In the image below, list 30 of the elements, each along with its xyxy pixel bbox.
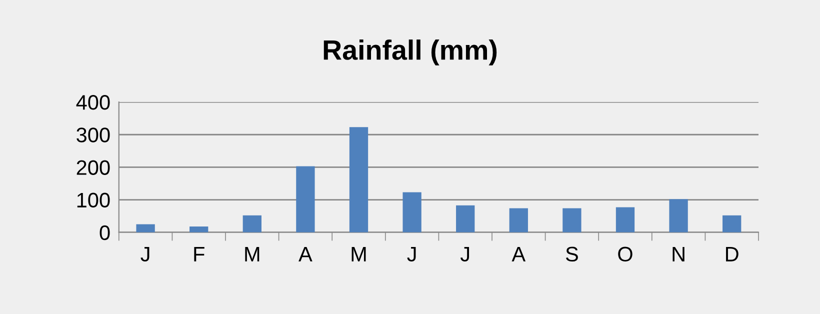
- y-tick-label: 400: [76, 95, 110, 110]
- bar: [242, 215, 262, 232]
- x-tick-label: J: [407, 247, 416, 262]
- y-tick-label: 100: [77, 192, 110, 208]
- x-tick-label: D: [726, 247, 738, 262]
- x-tick-label: A: [298, 247, 312, 262]
- x-tick-label: N: [672, 247, 684, 262]
- x-tick-label: M: [352, 247, 366, 262]
- bar: [190, 226, 208, 232]
- bar: [349, 127, 368, 232]
- x-tick-label: M: [245, 247, 260, 262]
- y-tick-label: 0: [100, 225, 110, 240]
- y-tick-label: 200: [76, 160, 110, 175]
- bar: [509, 208, 528, 232]
- y-tick-label: 300: [76, 128, 110, 142]
- x-tick-label: J: [140, 247, 150, 262]
- x-tick-label: A: [512, 247, 526, 262]
- bar: [136, 224, 155, 232]
- chart-title: Rainfall (mm): [324, 40, 497, 66]
- bar: [456, 205, 475, 232]
- bar: [722, 215, 742, 232]
- bar: [616, 207, 635, 232]
- bar: [562, 208, 582, 232]
- x-tick-label: S: [566, 246, 578, 262]
- x-tick-label: O: [618, 246, 632, 262]
- bar: [402, 192, 422, 232]
- x-tick-label: J: [460, 247, 470, 262]
- bar: [669, 199, 688, 232]
- x-tick-label: F: [194, 247, 204, 262]
- bar: [296, 166, 315, 232]
